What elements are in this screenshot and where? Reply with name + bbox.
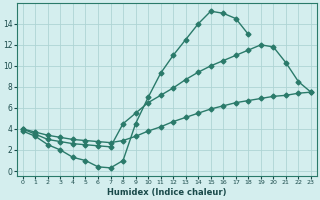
X-axis label: Humidex (Indice chaleur): Humidex (Indice chaleur) [107, 188, 227, 197]
